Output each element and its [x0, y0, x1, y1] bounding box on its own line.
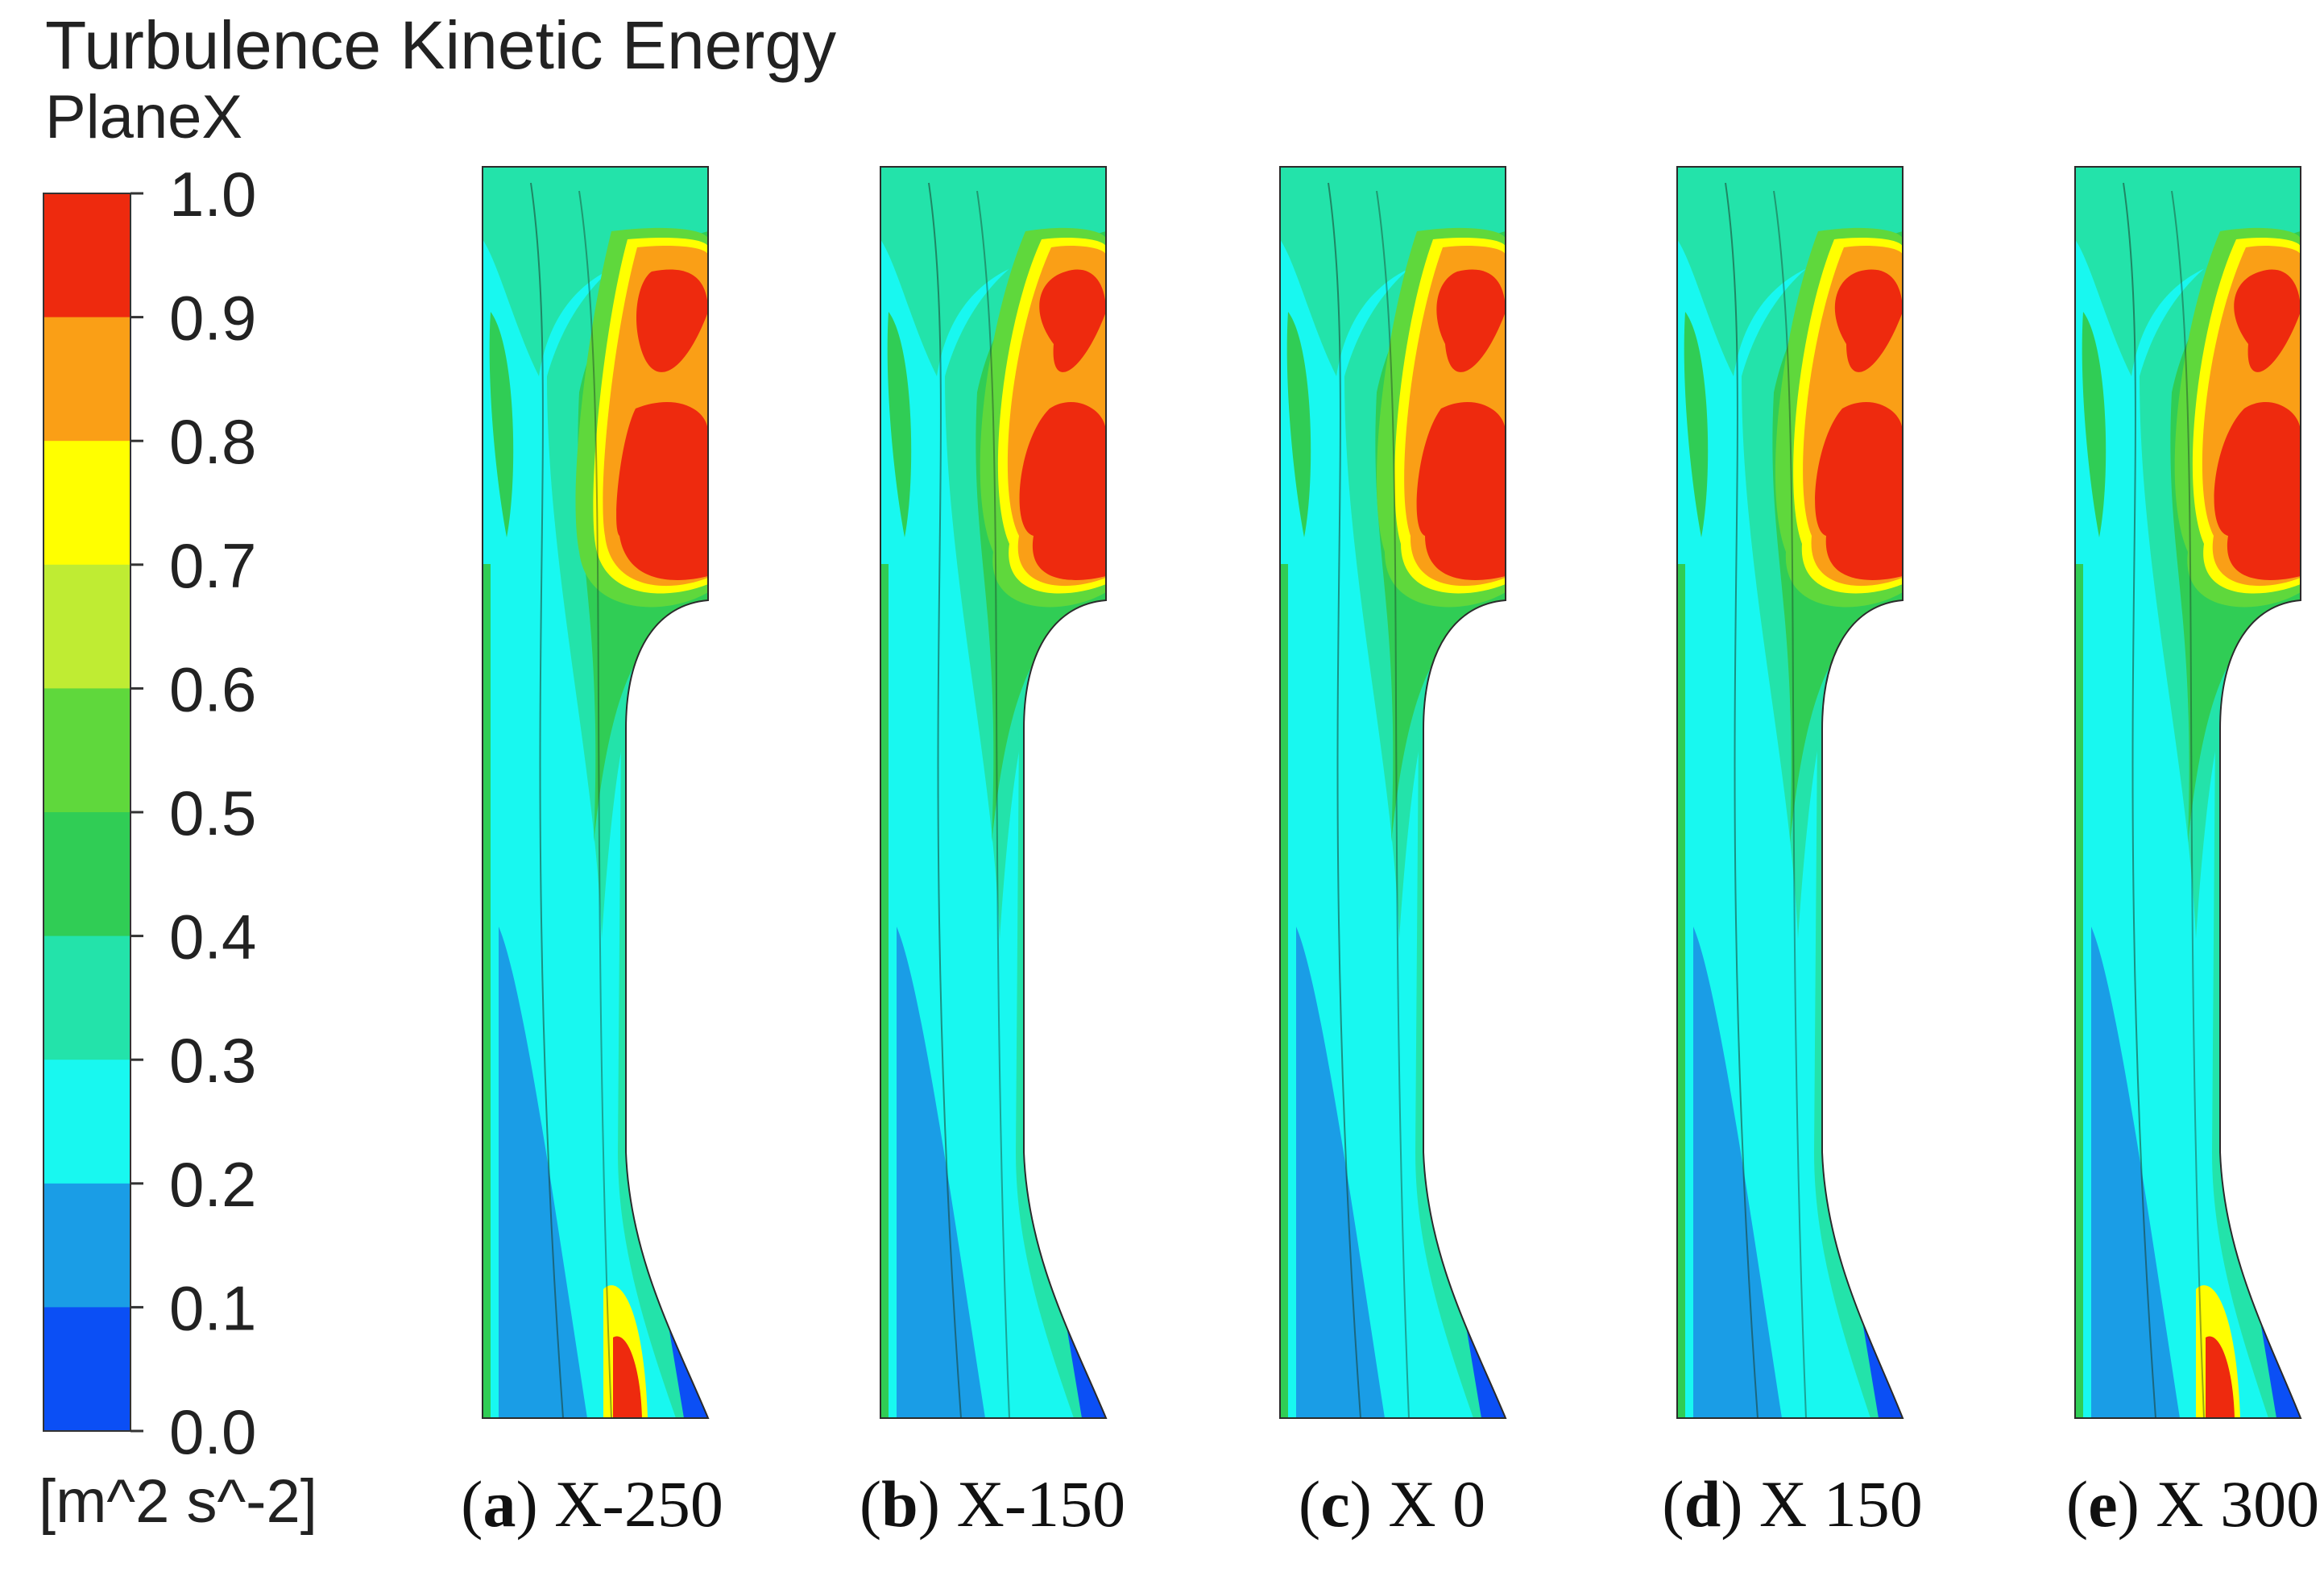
panel-caption-d: (d) X 150	[1662, 1467, 1923, 1541]
colorbar-swatch	[43, 1183, 130, 1308]
contour-band	[616, 401, 708, 580]
colorbar-tick-label: 0.4	[169, 902, 256, 973]
panel-outline	[1279, 166, 1507, 1419]
panel-label-a: X-250	[554, 1467, 723, 1541]
panel-label-c: X 0	[1388, 1467, 1486, 1541]
panel-outline	[482, 166, 710, 1419]
panel-label-e: X 300	[2156, 1467, 2320, 1541]
colorbar-tick-label: 0.2	[169, 1149, 256, 1220]
panel-outline	[1676, 166, 1904, 1419]
colorbar-tick-label: 0.3	[169, 1025, 256, 1096]
panel-letter-e: e	[2088, 1467, 2118, 1541]
colorbar-unit: [m^2 s^-2]	[39, 1467, 317, 1536]
contour-band	[1834, 269, 1903, 372]
colorbar-swatch	[43, 193, 130, 318]
contour-band	[2234, 269, 2301, 372]
colorbar-swatch	[43, 935, 130, 1060]
contour-band	[880, 167, 1106, 376]
contour-line	[1376, 190, 1410, 1418]
contour-panel	[1677, 167, 1903, 1418]
colorbar-swatch	[43, 441, 130, 566]
contour-band	[2075, 564, 2083, 1418]
colorbar-tick-label: 0.1	[169, 1272, 256, 1343]
panel-letter-c: c	[1320, 1467, 1350, 1541]
contour-band	[1019, 401, 1106, 580]
contour-band	[2075, 167, 2301, 376]
panel-label-d: X 150	[1759, 1467, 1923, 1541]
contour-band	[1677, 564, 1685, 1418]
contour-band	[1286, 312, 1311, 537]
panel-letter-d: d	[1684, 1467, 1721, 1541]
figure-title: Turbulence Kinetic Energy	[45, 7, 837, 83]
contour-band	[897, 927, 985, 1418]
colorbar-tick-label: 0.8	[169, 406, 256, 477]
contour-band	[2206, 1336, 2235, 1418]
contour-band	[1280, 167, 1506, 376]
contour-band	[636, 269, 708, 372]
colorbar-swatch	[43, 688, 130, 813]
contour-band	[2091, 927, 2180, 1418]
contour-line	[2123, 182, 2156, 1418]
colorbar-swatch	[43, 1307, 130, 1432]
contour-band	[1280, 564, 1288, 1418]
panel-outline	[2074, 166, 2302, 1419]
contour-band	[1436, 269, 1506, 372]
contour-band	[1039, 269, 1106, 372]
contour-band	[483, 167, 708, 376]
colorbar-swatch	[43, 564, 130, 689]
colorbar-tick-label: 1.0	[169, 159, 256, 230]
contour-line	[928, 182, 962, 1418]
contour-band	[1684, 312, 1709, 537]
colorbar-tick-label: 0.5	[169, 778, 256, 848]
panel-letter-a: a	[483, 1467, 516, 1541]
panel-outline	[880, 166, 1108, 1419]
contour-band	[887, 312, 912, 537]
colorbar-tick-label: 0.6	[169, 653, 256, 724]
contour-line	[976, 190, 1010, 1418]
colorbar-swatch	[43, 1060, 130, 1184]
contour-line	[1328, 182, 1361, 1418]
panel-caption-b: (b) X-150	[859, 1467, 1126, 1541]
contour-line	[530, 182, 564, 1418]
colorbar-tick-label: 0.9	[169, 283, 256, 354]
contour-line	[1725, 182, 1759, 1418]
colorbar: 1.0 0.9 0.8 0.7 0.6 0.5 0.4 0.3 0.2 0.1 0.0	[43, 159, 256, 1467]
contour-band	[489, 312, 514, 537]
contour-band	[2214, 401, 2301, 580]
panel-letter-b: b	[881, 1467, 918, 1541]
contour-band	[880, 564, 889, 1418]
colorbar-tick-label: 0.7	[169, 530, 256, 601]
contour-panel	[483, 167, 708, 1418]
contour-band	[1693, 927, 1782, 1418]
contour-panel	[1280, 167, 1506, 1418]
contour-panel	[880, 167, 1106, 1418]
panel-label-b: X-150	[956, 1467, 1126, 1541]
contour-panel	[2075, 167, 2301, 1418]
panel-caption-a: (a) X-250	[461, 1467, 723, 1541]
contour-band	[613, 1336, 642, 1418]
colorbar-tick-label: 0.0	[169, 1396, 256, 1467]
contour-band	[1677, 167, 1903, 376]
contour-band	[1296, 927, 1385, 1418]
contour-band	[1416, 401, 1506, 580]
figure-subtitle: PlaneX	[45, 83, 243, 151]
contour-line	[1773, 190, 1807, 1418]
contour-band	[1815, 401, 1903, 580]
panel-caption-e: (e) X 300	[2065, 1467, 2320, 1541]
colorbar-swatch	[43, 812, 130, 937]
contour-line	[2171, 190, 2205, 1418]
contour-panels	[482, 166, 2302, 1419]
contour-band	[483, 564, 491, 1418]
contour-band	[499, 927, 587, 1418]
contour-band	[2082, 312, 2107, 537]
contour-line	[578, 190, 612, 1418]
panel-caption-c: (c) X 0	[1298, 1467, 1486, 1541]
colorbar-swatch	[43, 317, 130, 442]
